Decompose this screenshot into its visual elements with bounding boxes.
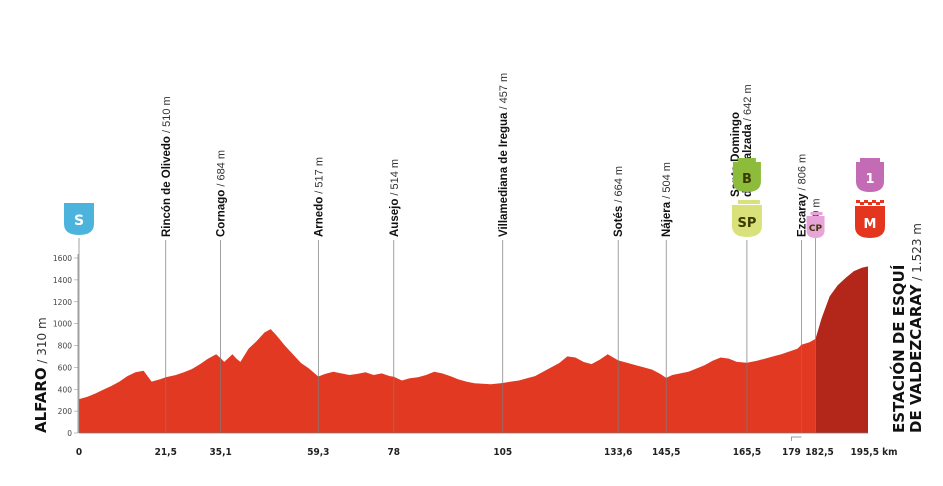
cp-badge-icon (806, 216, 825, 238)
y-tick-label: 0 (67, 429, 72, 438)
x-tick-label: 105 (493, 447, 512, 458)
x-tick-label: 182,5 (805, 447, 833, 458)
pass-name: Rincón de Olivedo (161, 136, 173, 237)
goal-checker (860, 202, 864, 205)
x-tick-label: 78 (388, 447, 401, 458)
pass-altitude: / 642 m (742, 84, 754, 124)
pass-altitude: / 684 m (216, 150, 228, 190)
pass-label: Sotés / 664 m (613, 166, 625, 237)
finish-label: ESTACIÓN DE ESQUÍDE VALDEZCARAY / 1.523 … (889, 223, 925, 433)
pass-name: Cornago (216, 190, 228, 237)
x-tick-label: 35,1 (210, 447, 232, 458)
cp-badge-tab (810, 212, 823, 215)
x-tick-label: 133,6 (604, 447, 632, 458)
tick-connector (791, 436, 802, 441)
pass-label: Ezcaray / 806 m (796, 154, 808, 237)
pass-altitude: / 664 m (613, 166, 625, 206)
start-badge-label: S (74, 213, 84, 229)
start-label: ALFARO / 310 m (32, 317, 50, 433)
pass-name: Nájera (661, 201, 673, 237)
pass-name: Ausejo (389, 199, 401, 237)
goal-checker (868, 202, 872, 205)
sprint-badge-icon (731, 205, 762, 237)
goal-badge-icon (855, 206, 885, 238)
goal-checker (856, 200, 860, 203)
pass-altitude: / 517 m (313, 157, 325, 197)
pass-label: Cornago / 684 m (216, 150, 228, 237)
goal-checker (876, 202, 880, 205)
pass-name: Ezcaray (796, 193, 808, 237)
cat1-badge-label: 1 (865, 172, 874, 187)
pass-altitude: / 806 m (796, 154, 808, 194)
y-tick-label: 1000 (53, 320, 72, 329)
y-tick-label: 600 (58, 363, 73, 372)
pass-altitude: / 514 m (389, 159, 401, 199)
goal-checker (880, 200, 884, 203)
bonus-badge-icon (732, 162, 761, 192)
pass-label: Ausejo / 514 m (389, 159, 401, 237)
y-tick-label: 200 (58, 407, 73, 416)
cat1-badge-tab (860, 158, 880, 163)
pass-altitude: / 504 m (661, 162, 673, 202)
pass-label: Arnedo / 517 m (313, 157, 325, 237)
x-tick-label: 165,5 (733, 447, 761, 458)
x-tick-label: 145,5 (652, 447, 680, 458)
y-tick-label: 1400 (53, 276, 72, 285)
y-tick-label: 1200 (53, 298, 72, 307)
bonus-badge-tab (737, 158, 756, 162)
sprint-badge-tab (737, 200, 760, 204)
pass-name: Villamediana de Iregua (498, 112, 510, 237)
y-tick-label: 800 (58, 342, 73, 351)
pass-altitude: / 510 m (161, 96, 173, 136)
profile-area (79, 329, 816, 433)
pass-name: Sotés (613, 206, 625, 237)
finish-altitude: / 1.523 m (910, 223, 924, 285)
x-tick-label: 21,5 (155, 447, 177, 458)
y-tick-label: 400 (58, 385, 73, 394)
x-tick-label: 195,5 km (851, 447, 898, 458)
start-altitude: / 310 m (35, 317, 49, 367)
goal-checker (872, 200, 876, 203)
cat1-badge-icon (856, 162, 884, 192)
pass-name: Arnedo (313, 197, 325, 237)
pass-label: Rincón de Olivedo / 510 m (161, 96, 173, 237)
finish-name-line1: ESTACIÓN DE ESQUÍ (889, 264, 908, 433)
goal-badge-label: M (864, 217, 877, 232)
finish-name-line2: DE VALDEZCARAY (907, 283, 925, 433)
climb-area (815, 266, 868, 433)
cp-badge-label: CP (809, 224, 823, 234)
start-town-name: ALFARO (32, 367, 50, 433)
y-tick-label: 1600 (53, 254, 72, 263)
x-tick-label: 59,3 (307, 447, 329, 458)
start-badge-icon (64, 203, 94, 235)
goal-checker (864, 200, 868, 203)
x-tick-label: 0 (76, 447, 82, 458)
x-tick-label: 179 (782, 447, 801, 458)
pass-altitude: / 457 m (498, 73, 510, 113)
sprint-badge-label: SP (737, 216, 756, 231)
bonus-badge-label: B (742, 172, 752, 187)
pass-label: Nájera / 504 m (661, 162, 673, 237)
pass-label: Villamediana de Iregua / 457 m (498, 73, 510, 237)
